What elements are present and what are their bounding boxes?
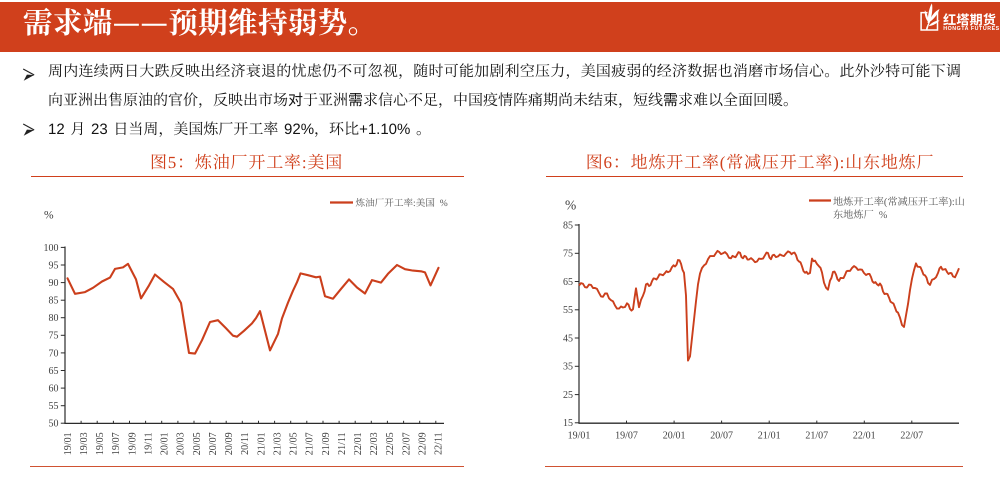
svg-text:21/03: 21/03 [272,432,283,455]
svg-text:20/09: 20/09 [224,432,235,455]
svg-text:100: 100 [44,243,59,254]
svg-text:22/07: 22/07 [401,432,412,455]
svg-text:19/01: 19/01 [568,431,591,442]
svg-text:35: 35 [563,362,573,373]
svg-text:85: 85 [563,220,573,231]
svg-text:25: 25 [563,390,573,401]
svg-text:20/11: 20/11 [240,432,251,454]
svg-text:22/07: 22/07 [900,431,923,442]
svg-text:22/11: 22/11 [434,432,445,454]
svg-text:55: 55 [563,305,573,316]
svg-text:85: 85 [49,296,59,307]
svg-text:19/03: 19/03 [79,432,90,455]
svg-text:21/07: 21/07 [305,432,316,455]
svg-text:45: 45 [563,333,573,344]
svg-text:55: 55 [49,401,59,412]
svg-text:21/09: 21/09 [321,432,332,455]
svg-text:19/01: 19/01 [63,432,74,455]
svg-text:22/01: 22/01 [353,432,364,455]
svg-text:60: 60 [49,384,59,395]
svg-text:20/05: 20/05 [192,432,203,455]
svg-text:75: 75 [563,249,573,260]
svg-text:20/01: 20/01 [160,432,171,455]
svg-text:HONGTA FUTURES: HONGTA FUTURES [943,26,1000,32]
svg-text:21/05: 21/05 [289,432,300,455]
svg-text:20/07: 20/07 [208,432,219,455]
svg-text:21/11: 21/11 [337,432,348,454]
svg-text:95: 95 [49,260,59,271]
svg-text:20/01: 20/01 [663,431,686,442]
svg-text:65: 65 [49,366,59,377]
svg-text:21/07: 21/07 [805,431,828,442]
svg-text:21/01: 21/01 [758,431,781,442]
svg-text:22/01: 22/01 [853,431,876,442]
svg-text:19/07: 19/07 [111,432,122,455]
svg-text:90: 90 [49,278,59,289]
svg-text:19/07: 19/07 [615,431,638,442]
svg-text:红塔期货: 红塔期货 [943,9,996,28]
svg-text:70: 70 [49,348,59,359]
svg-text:22/03: 22/03 [369,432,380,455]
svg-text:80: 80 [49,313,59,324]
svg-text:炼油厂开工率:美国 %: 炼油厂开工率:美国 % [356,197,448,209]
svg-text:%: % [44,210,54,222]
svg-text:65: 65 [563,277,573,288]
svg-text:东地炼厂 %: 东地炼厂 % [833,209,888,221]
svg-text:地炼开工率(常减压开工率):山: 地炼开工率(常减压开工率):山 [833,196,965,208]
svg-text:15: 15 [563,418,573,429]
svg-text:20/03: 20/03 [176,432,187,455]
svg-text:75: 75 [49,331,59,342]
svg-text:%: % [565,198,576,213]
svg-text:19/05: 19/05 [95,432,106,455]
svg-text:50: 50 [49,419,59,430]
svg-text:21/01: 21/01 [256,432,267,455]
svg-text:19/11: 19/11 [143,432,154,454]
svg-text:19/09: 19/09 [127,432,138,455]
svg-text:20/07: 20/07 [710,431,733,442]
svg-text:22/09: 22/09 [418,432,429,455]
svg-text:22/05: 22/05 [385,432,396,455]
